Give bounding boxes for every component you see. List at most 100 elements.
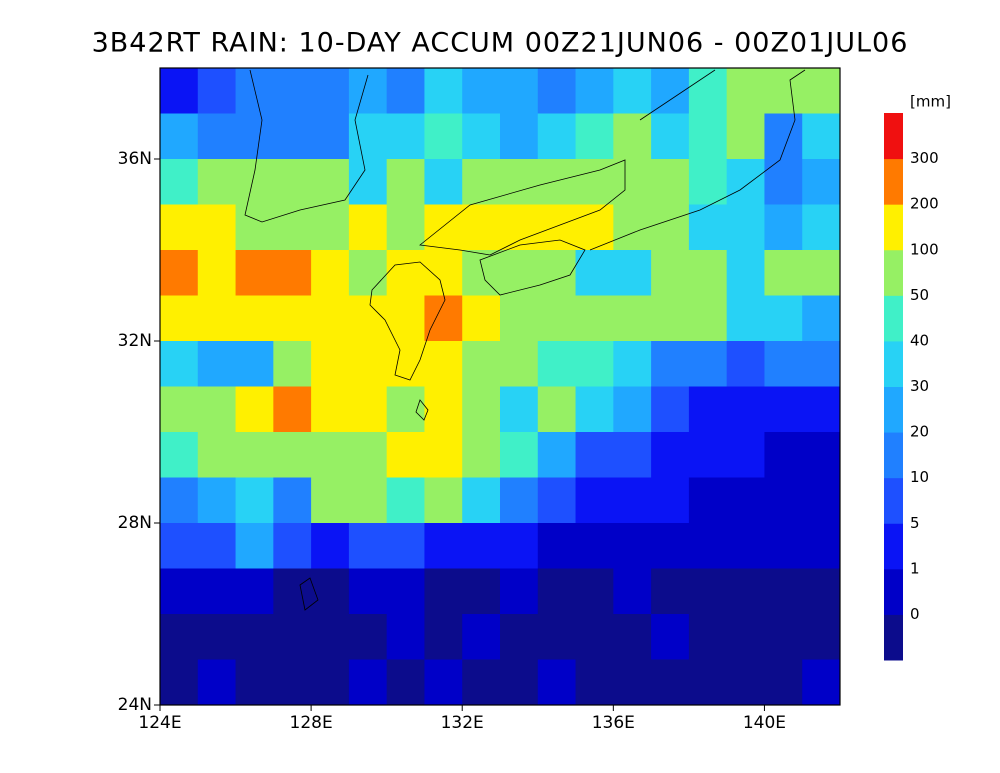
rain-cell <box>386 523 425 569</box>
rain-cell <box>575 295 614 342</box>
rain-cell <box>651 204 690 251</box>
rain-cell <box>311 523 350 569</box>
rain-cell <box>575 386 614 433</box>
rain-cell <box>726 159 765 205</box>
rain-cell <box>764 386 803 433</box>
rain-cell <box>273 432 312 478</box>
rain-cell <box>764 523 803 569</box>
rain-cell <box>348 341 388 387</box>
rain-cell <box>311 614 350 660</box>
rain-cell <box>462 250 501 296</box>
rain-cell <box>802 295 841 342</box>
rain-cell <box>726 477 765 524</box>
rain-cell <box>197 432 237 478</box>
rain-cell <box>537 250 577 296</box>
rain-cell <box>311 659 350 706</box>
legend-swatch <box>884 204 903 251</box>
rain-cell <box>726 614 765 660</box>
legend-label: 30 <box>910 377 929 395</box>
rain-cell <box>462 68 501 114</box>
rain-cell <box>764 659 803 706</box>
rain-cell <box>235 341 274 387</box>
rain-cell <box>160 295 199 342</box>
rain-cell <box>348 523 388 569</box>
rain-cell <box>764 477 803 524</box>
rain-cell <box>688 568 728 615</box>
coastline <box>589 69 806 251</box>
rain-cell <box>348 68 388 114</box>
rain-cell <box>802 341 841 387</box>
rain-cell <box>575 523 614 569</box>
rain-cell <box>273 614 312 660</box>
rain-cell <box>424 341 463 387</box>
rain-cell <box>802 386 841 433</box>
rain-cell <box>462 159 501 205</box>
rain-cell <box>197 295 237 342</box>
axes: 124E 128E 132E 136E 140E 24N 28N 32N 36N <box>118 149 786 733</box>
rain-cell <box>688 341 728 387</box>
rain-cell <box>160 568 199 615</box>
rain-cell <box>688 523 728 569</box>
rain-cell <box>651 159 690 205</box>
rain-cell <box>575 341 614 387</box>
rain-cell <box>311 341 350 387</box>
rain-cell <box>651 341 690 387</box>
rain-cell <box>462 341 501 387</box>
rain-cell <box>197 113 237 160</box>
rain-cell <box>462 614 501 660</box>
rain-cell <box>462 477 501 524</box>
rain-cell <box>613 159 652 205</box>
rain-cell <box>348 659 388 706</box>
rain-cell <box>613 432 652 478</box>
rain-cell <box>273 659 312 706</box>
rain-cell <box>802 659 841 706</box>
rain-cell <box>500 341 539 387</box>
rain-cell <box>726 68 765 114</box>
rain-cell <box>311 386 350 433</box>
rain-cell <box>537 295 577 342</box>
legend-label: 100 <box>910 240 939 258</box>
rain-cell <box>613 113 652 160</box>
rain-cell <box>197 68 237 114</box>
y-tick-label: 36N <box>118 149 152 169</box>
rain-cell <box>311 477 350 524</box>
rain-cell <box>688 477 728 524</box>
rain-cell <box>688 204 728 251</box>
rain-cell <box>197 204 237 251</box>
rain-cell <box>197 250 237 296</box>
rain-cell <box>197 523 237 569</box>
legend-label: 40 <box>910 331 929 349</box>
rain-cell <box>500 159 539 205</box>
rain-cell <box>424 477 463 524</box>
rain-cell <box>651 614 690 660</box>
rain-cell <box>802 159 841 205</box>
rain-cell <box>537 659 577 706</box>
coastline <box>639 69 716 121</box>
rain-cell <box>386 250 425 296</box>
rain-cell <box>764 250 803 296</box>
rain-cell <box>160 659 199 706</box>
legend-swatch <box>884 386 903 433</box>
y-tick-label: 24N <box>118 695 152 715</box>
rain-cell <box>764 204 803 251</box>
rain-cell <box>537 386 577 433</box>
rain-cell <box>500 523 539 569</box>
rain-cell <box>500 68 539 114</box>
rain-cell <box>613 568 652 615</box>
rain-cell <box>273 295 312 342</box>
rain-cell <box>764 568 803 615</box>
rain-cell <box>802 68 841 114</box>
rain-cell <box>348 614 388 660</box>
rain-cell <box>802 113 841 160</box>
rain-cell <box>500 386 539 433</box>
rain-cell <box>348 250 388 296</box>
rain-cell <box>386 295 425 342</box>
rain-cell <box>537 159 577 205</box>
rain-cell <box>575 204 614 251</box>
rain-cell <box>235 250 274 296</box>
rain-cell <box>575 659 614 706</box>
rain-cell <box>386 614 425 660</box>
rain-cell <box>235 477 274 524</box>
rain-cell <box>348 113 388 160</box>
